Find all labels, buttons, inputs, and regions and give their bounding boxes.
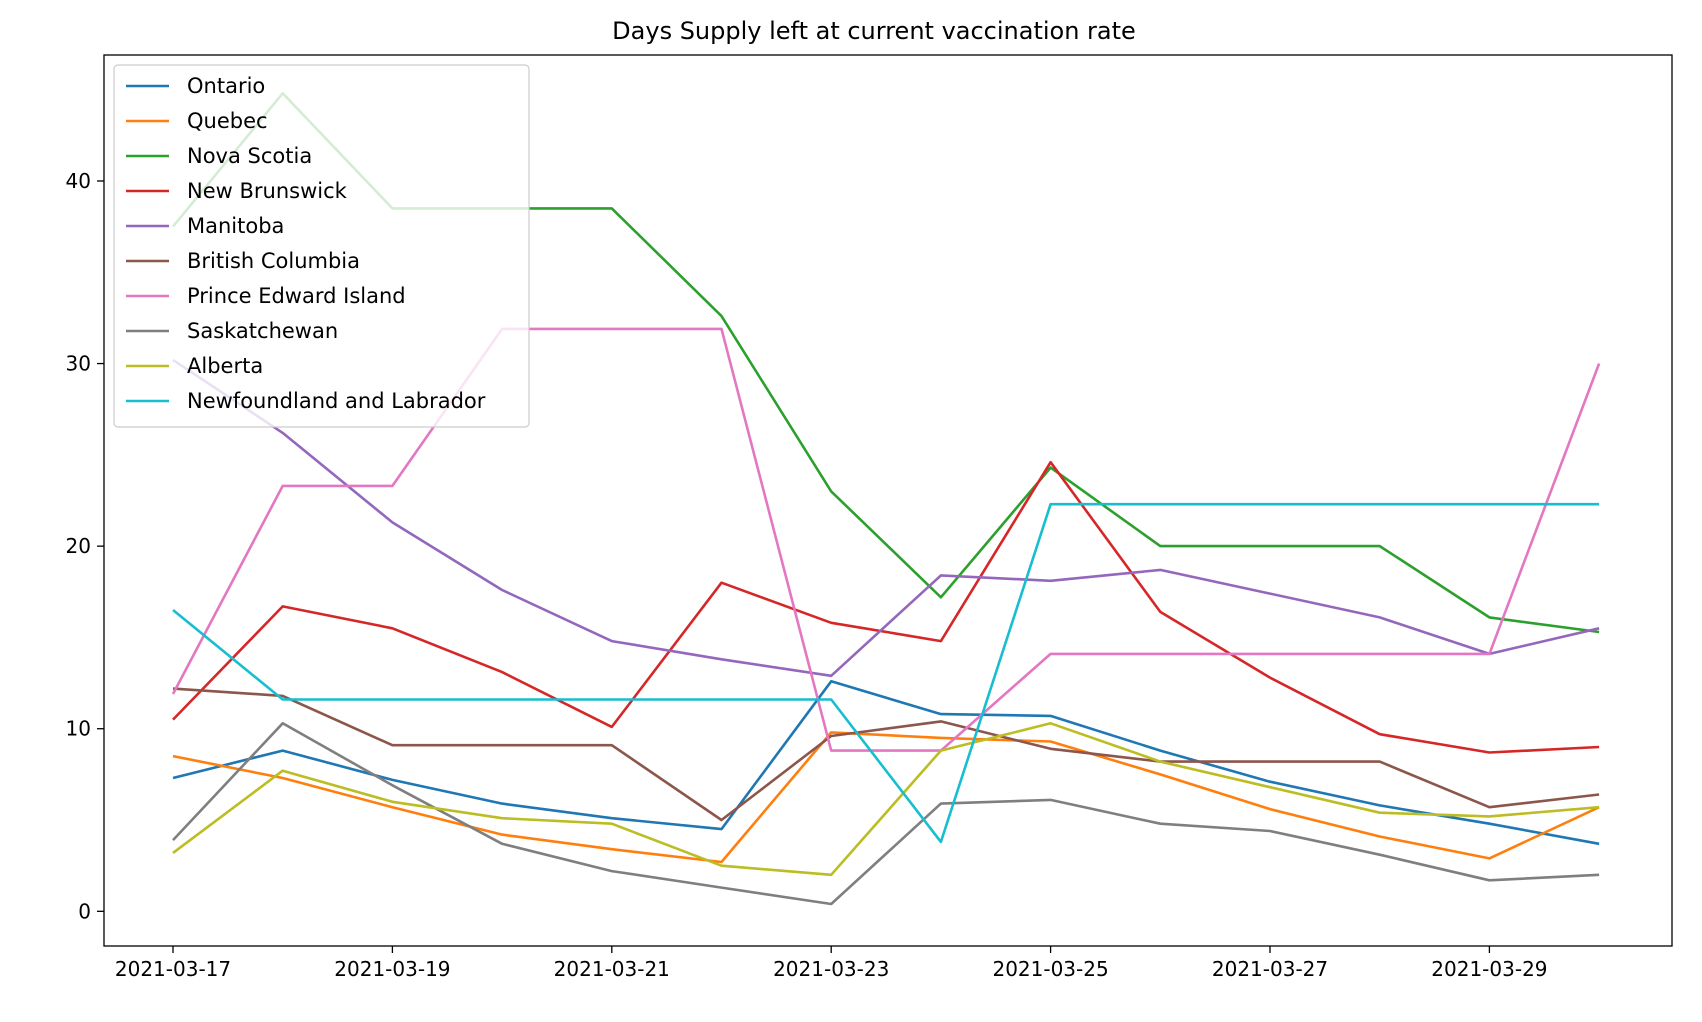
legend-box xyxy=(113,64,530,428)
legend-item: Newfoundland and Labrador xyxy=(126,389,486,413)
x-tick-label: 2021-03-27 xyxy=(1212,957,1328,981)
legend-item: British Columbia xyxy=(126,249,360,273)
x-tick-label: 2021-03-29 xyxy=(1431,957,1547,981)
x-tick-label: 2021-03-17 xyxy=(115,957,231,981)
legend-item: Prince Edward Island xyxy=(126,284,406,308)
series-line-alberta xyxy=(172,721,1600,877)
legend-item: Alberta xyxy=(126,354,263,378)
series-line-manitoba xyxy=(172,358,1600,678)
series-line-prince-edward-island xyxy=(171,327,1601,752)
legend-label: Alberta xyxy=(187,354,263,378)
legend-item: New Brunswick xyxy=(126,179,348,203)
legend: Ontario Quebec Nova Scotia New Brunswick Man… xyxy=(113,64,530,428)
series-line-saskatchewan xyxy=(172,721,1600,906)
legend-label: Nova Scotia xyxy=(187,144,312,168)
x-tick-label: 2021-03-25 xyxy=(992,957,1108,981)
series-layer xyxy=(171,92,1601,906)
x-tick-label: 2021-03-23 xyxy=(773,957,889,981)
y-tick-label: 10 xyxy=(66,717,91,741)
legend-label: Manitoba xyxy=(187,214,284,238)
y-tick-label: 30 xyxy=(66,352,91,376)
series-line-british-columbia xyxy=(172,687,1600,822)
legend-label: British Columbia xyxy=(187,249,360,273)
series-line-newfoundland-and-labrador xyxy=(172,502,1600,844)
legend-label: Quebec xyxy=(187,109,268,133)
legend-label: Ontario xyxy=(187,74,265,98)
series-line-new-brunswick xyxy=(172,460,1600,754)
series-line-quebec xyxy=(172,731,1600,864)
legend-item: Saskatchewan xyxy=(126,319,338,343)
y-tick-label: 20 xyxy=(66,534,91,558)
x-tick-label: 2021-03-21 xyxy=(554,957,670,981)
chart-title: Days Supply left at current vaccination … xyxy=(612,17,1136,45)
y-axis: 0 10 20 30 40 xyxy=(66,169,104,923)
legend-label: New Brunswick xyxy=(187,179,348,203)
y-tick-label: 40 xyxy=(66,169,91,193)
legend-item: Ontario xyxy=(126,74,265,98)
x-tick-label: 2021-03-19 xyxy=(334,957,450,981)
x-axis: 2021-03-17 2021-03-19 2021-03-21 2021-03-23… xyxy=(115,946,1548,981)
legend-label: Prince Edward Island xyxy=(187,284,406,308)
y-tick-label: 0 xyxy=(78,899,91,923)
legend-item: Manitoba xyxy=(126,214,284,238)
legend-item: Quebec xyxy=(126,109,268,133)
legend-item: Nova Scotia xyxy=(126,144,312,168)
legend-label: Newfoundland and Labrador xyxy=(187,389,486,413)
legend-label: Saskatchewan xyxy=(187,319,338,343)
series-line-ontario xyxy=(172,679,1600,846)
